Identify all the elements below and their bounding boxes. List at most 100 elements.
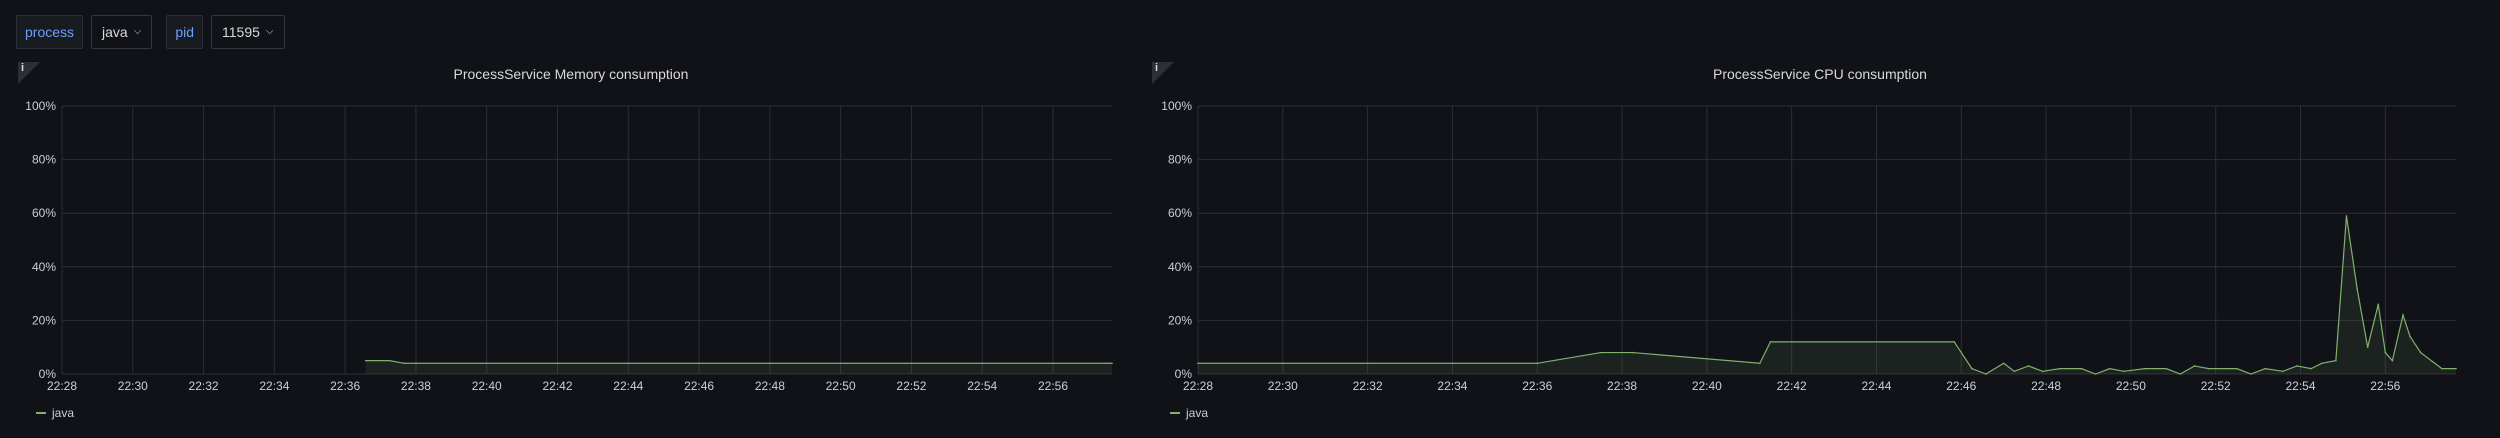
x-tick-label: 22:42 <box>1777 379 1807 393</box>
data-point <box>2409 335 2411 338</box>
data-point <box>2345 215 2348 217</box>
y-tick-label: 40% <box>1168 260 1192 274</box>
data-point <box>2059 367 2062 370</box>
y-tick-label: 60% <box>32 206 56 220</box>
x-tick-label: 22:28 <box>47 379 77 393</box>
data-point <box>2041 370 2044 373</box>
variable-pid: pid 11595 ⌵ <box>166 15 285 49</box>
data-point <box>2296 365 2298 367</box>
x-tick-label: 22:34 <box>259 379 289 393</box>
cpu-panel: i ProcessService CPU consumption 0% 20% 40… <box>1150 58 2490 438</box>
variable-label-pid: pid <box>166 15 203 49</box>
variable-value-pid: 11595 <box>222 24 260 40</box>
y-tick-label: 40% <box>32 260 56 274</box>
x-tick-label: 22:38 <box>1607 379 1637 393</box>
data-point <box>2419 351 2422 354</box>
data-point <box>1759 362 1761 365</box>
cpu-chart: 0% 20% 40% 60% 80% 100% 22:28 22:30 22:32 22:34 22… <box>1161 99 2457 393</box>
x-tick-label: 22:44 <box>1861 379 1891 393</box>
data-point <box>388 359 391 362</box>
legend-item[interactable]: java <box>1170 406 1208 420</box>
x-tick-label: 22:40 <box>472 379 502 393</box>
panel-info-corner[interactable] <box>1152 62 1174 84</box>
data-point <box>2165 367 2168 370</box>
data-point <box>1111 362 1113 365</box>
x-tick-label: 22:32 <box>1353 379 1383 393</box>
x-tick-label: 22:42 <box>542 379 572 393</box>
memory-panel: i ProcessService Memory consumption 0% 20… <box>16 58 1126 438</box>
y-tick-label: 0% <box>39 367 57 381</box>
x-tick-label: 22:46 <box>684 379 714 393</box>
data-point <box>403 362 405 365</box>
data-point <box>2455 367 2457 370</box>
data-point <box>2264 367 2266 370</box>
data-point <box>2366 346 2369 349</box>
x-tick-label: 22:36 <box>1522 379 1552 393</box>
variable-process: process java ⌵ <box>16 15 153 49</box>
x-tick-label: 22:52 <box>896 379 926 393</box>
data-point <box>2013 370 2016 373</box>
panel-title: ProcessService CPU consumption <box>1713 66 1927 82</box>
info-icon[interactable]: i <box>1155 62 1159 74</box>
data-point <box>2207 367 2210 370</box>
x-tick-label: 22:52 <box>2201 379 2231 393</box>
y-tick-label: 0% <box>1175 367 1193 381</box>
data-point <box>2282 370 2284 373</box>
data-point <box>364 359 367 362</box>
legend-swatch <box>1170 412 1180 414</box>
x-tick-label: 22:30 <box>118 379 148 393</box>
x-tick-label: 22:30 <box>1268 379 1298 393</box>
data-point <box>2002 362 2005 365</box>
data-point <box>1985 373 1987 375</box>
data-point <box>2179 373 2182 375</box>
data-point <box>2384 351 2387 354</box>
x-tick-label: 22:54 <box>967 379 997 393</box>
x-tick-label: 22:56 <box>1038 379 1068 393</box>
x-tick-label: 22:48 <box>755 379 785 393</box>
data-point <box>1769 341 1772 343</box>
x-tick-label: 22:36 <box>330 379 360 393</box>
variable-label-process: process <box>16 15 84 49</box>
x-tick-label: 22:34 <box>1437 379 1467 393</box>
variable-select-pid[interactable]: 11595 ⌵ <box>211 15 285 49</box>
memory-chart: 0% 20% 40% 60% 80% 100% 22:28 22:30 22:32 22:34 22… <box>25 99 1113 393</box>
data-point <box>2356 287 2358 290</box>
y-tick-label: 80% <box>1168 153 1192 167</box>
data-point <box>2123 370 2125 373</box>
data-point <box>2027 365 2030 367</box>
data-point <box>2108 367 2111 370</box>
y-tick-label: 20% <box>32 313 56 327</box>
data-point <box>1197 362 1199 365</box>
panel-title: ProcessService Memory consumption <box>453 66 689 82</box>
y-tick-label: 100% <box>25 99 56 113</box>
series-line <box>365 360 1112 364</box>
y-tick-label: 100% <box>1161 99 1192 113</box>
x-tick-label: 22:28 <box>1183 379 1213 393</box>
y-tick-label: 60% <box>1168 206 1192 220</box>
data-point <box>2144 367 2146 370</box>
info-icon[interactable]: i <box>21 62 25 74</box>
data-point <box>415 362 417 365</box>
x-tick-label: 22:44 <box>613 379 643 393</box>
y-tick-label: 80% <box>32 153 56 167</box>
data-point <box>2310 367 2312 370</box>
data-point <box>2250 373 2252 375</box>
data-point <box>2441 367 2443 370</box>
data-point <box>2080 367 2083 370</box>
legend-item[interactable]: java <box>36 406 74 420</box>
data-point <box>2377 303 2380 306</box>
data-point <box>2320 362 2323 365</box>
variable-bar: process java ⌵ pid 11595 ⌵ <box>16 15 291 49</box>
data-point <box>1631 351 1634 354</box>
chevron-down-icon: ⌵ <box>265 26 274 37</box>
data-point <box>2193 365 2196 367</box>
panel-info-corner[interactable] <box>18 62 40 84</box>
x-tick-label: 22:50 <box>826 379 856 393</box>
data-point <box>2402 314 2404 316</box>
x-tick-label: 22:56 <box>2370 379 2400 393</box>
variable-select-process[interactable]: java ⌵ <box>91 15 153 49</box>
data-point <box>2391 359 2394 362</box>
series-line <box>1198 215 2456 375</box>
data-point <box>1971 367 1973 370</box>
data-point <box>1953 341 1956 343</box>
